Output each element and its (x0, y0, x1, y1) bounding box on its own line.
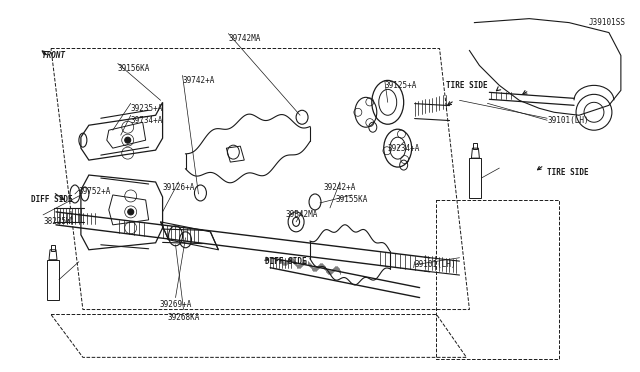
Text: 39234+A: 39234+A (387, 144, 420, 153)
Text: DIFF SIDE: DIFF SIDE (265, 257, 307, 266)
Circle shape (125, 137, 131, 143)
Text: 39268KA: 39268KA (167, 313, 200, 322)
Text: 39126+A: 39126+A (163, 183, 195, 192)
Text: 39269+A: 39269+A (159, 300, 192, 309)
Text: 39235+A: 39235+A (131, 104, 163, 113)
Text: TIRE SIDE: TIRE SIDE (445, 81, 487, 90)
Text: 39B42MA: 39B42MA (286, 211, 318, 219)
Text: 39734+A: 39734+A (131, 116, 163, 125)
Text: FRONT: FRONT (43, 51, 66, 60)
Text: 39155KA: 39155KA (336, 195, 368, 205)
Text: 39125+A: 39125+A (385, 81, 417, 90)
Text: 39742+A: 39742+A (182, 76, 215, 85)
Text: J39101SS: J39101SS (589, 18, 626, 27)
Text: DIFF SIDE: DIFF SIDE (31, 195, 73, 205)
Text: 39742MA: 39742MA (228, 34, 260, 43)
Text: 39101(LH): 39101(LH) (547, 116, 589, 125)
Text: TIRE SIDE: TIRE SIDE (547, 167, 589, 177)
Text: 39156KA: 39156KA (118, 64, 150, 73)
Text: 39242+A: 39242+A (324, 183, 356, 192)
Text: 39752+A: 39752+A (79, 187, 111, 196)
Circle shape (128, 209, 134, 215)
Text: 38225W: 38225W (43, 217, 71, 227)
Text: 39101(LH): 39101(LH) (415, 260, 456, 269)
